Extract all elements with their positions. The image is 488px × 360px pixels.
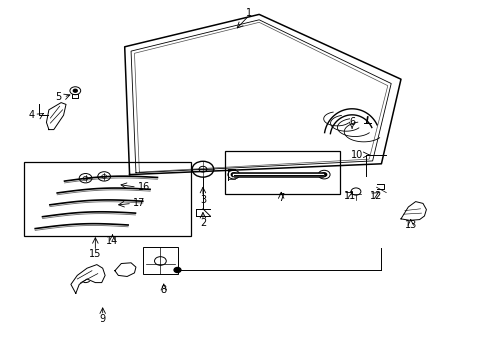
Text: 10: 10 (350, 150, 363, 160)
Circle shape (231, 173, 236, 176)
Polygon shape (46, 103, 66, 130)
Text: 17: 17 (133, 198, 145, 208)
Text: 7: 7 (278, 193, 284, 203)
Text: 4: 4 (29, 110, 35, 120)
Polygon shape (115, 263, 136, 276)
Text: 15: 15 (89, 249, 102, 259)
Text: 3: 3 (200, 195, 205, 205)
Text: 8: 8 (161, 285, 166, 295)
Text: 6: 6 (348, 117, 354, 127)
Circle shape (321, 173, 326, 176)
Bar (143, 247, 177, 274)
Bar (224, 151, 339, 194)
Polygon shape (400, 202, 426, 220)
Bar (24, 162, 190, 236)
Text: 14: 14 (106, 236, 119, 246)
Text: 2: 2 (200, 218, 205, 228)
Polygon shape (71, 265, 105, 293)
Text: 9: 9 (100, 314, 105, 324)
Text: 13: 13 (404, 220, 416, 230)
Circle shape (73, 89, 77, 92)
Text: 16: 16 (138, 182, 150, 192)
Circle shape (174, 267, 181, 273)
Text: 11: 11 (343, 191, 355, 201)
Text: 5: 5 (56, 92, 61, 102)
Text: 12: 12 (369, 191, 382, 201)
Text: 1: 1 (246, 8, 252, 18)
